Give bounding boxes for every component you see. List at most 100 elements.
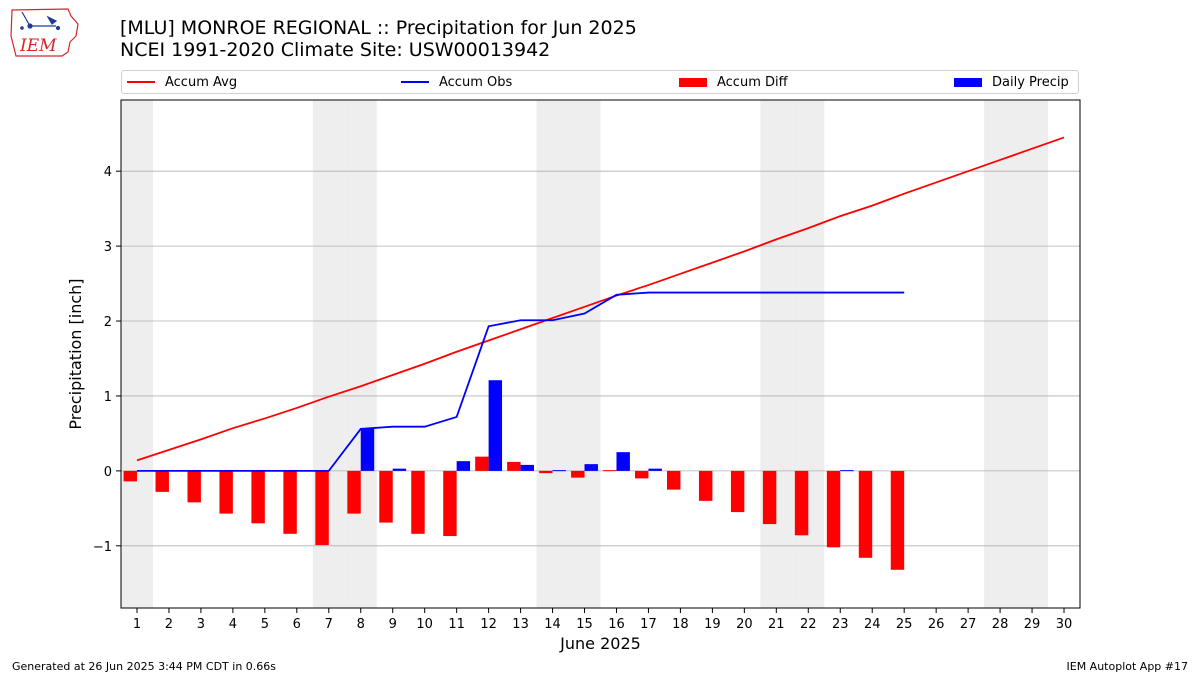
- xtick-label-14: 14: [544, 617, 561, 632]
- xtick-label-21: 21: [768, 617, 785, 632]
- xtick-label-15: 15: [576, 617, 593, 632]
- ytick-label--1: −1: [93, 540, 112, 555]
- bar-accum-diff-day-8: [347, 470, 361, 514]
- iem-logo-text: IEM: [19, 36, 57, 56]
- weekend-shade-day-29: [1016, 100, 1049, 608]
- xtick-label-11: 11: [448, 617, 465, 632]
- ytick-label-0: 0: [104, 465, 112, 480]
- bar-daily-precip-day-9: [392, 468, 407, 471]
- xtick-label-9: 9: [389, 617, 397, 632]
- xtick-label-30: 30: [1056, 617, 1073, 632]
- legend-entry-accum-diff: Accum Diff: [679, 71, 788, 93]
- bar-accum-diff-day-11: [443, 470, 457, 537]
- bar-accum-diff-day-15: [571, 470, 585, 478]
- bar-accum-diff-day-17: [635, 470, 649, 479]
- bar-accum-diff-day-21: [762, 470, 777, 525]
- xtick-label-12: 12: [480, 617, 497, 632]
- weekend-shade-day-8: [344, 100, 377, 608]
- line-accum-obs: [136, 291, 905, 472]
- ytick-label-1: 1: [104, 390, 112, 405]
- bar-daily-precip-day-17: [648, 468, 662, 471]
- xtick-label-29: 29: [1024, 617, 1041, 632]
- xtick-label-10: 10: [416, 617, 433, 632]
- y-axis-label: Precipitation [inch]: [66, 278, 85, 429]
- xtick-label-8: 8: [357, 617, 365, 632]
- ytick-label-2: 2: [104, 315, 112, 330]
- weekend-shade-day-21: [760, 100, 793, 608]
- ytick-label-4: 4: [104, 165, 112, 180]
- xtick-label-25: 25: [896, 617, 913, 632]
- xtick-label-26: 26: [928, 617, 945, 632]
- bar-accum-diff-day-4: [219, 470, 233, 514]
- xtick-label-23: 23: [832, 617, 849, 632]
- bar-accum-diff-day-9: [379, 470, 393, 523]
- chart-legend: Accum Avg Accum Obs Accum Diff Daily Pre…: [121, 70, 1079, 94]
- xtick-label-20: 20: [736, 617, 753, 632]
- chart-title-line1: [MLU] MONROE REGIONAL :: Precipitation f…: [120, 17, 637, 39]
- legend-swatch-daily-precip: [954, 77, 982, 87]
- legend-label-accum-obs: Accum Obs: [439, 74, 513, 90]
- bar-daily-precip-day-12: [488, 380, 503, 471]
- weekend-shade-day-1: [121, 100, 153, 608]
- bar-accum-diff-day-7: [315, 470, 329, 546]
- legend-swatch-accum-avg: [127, 81, 155, 83]
- chart-title: [MLU] MONROE REGIONAL :: Precipitation f…: [120, 17, 637, 61]
- bar-accum-diff-day-25: [890, 470, 905, 570]
- xtick-label-19: 19: [704, 617, 721, 632]
- legend-entry-accum-obs: Accum Obs: [401, 71, 512, 93]
- bar-accum-diff-day-23: [826, 470, 841, 548]
- bar-accum-diff-day-14: [539, 470, 553, 474]
- bar-accum-diff-day-13: [507, 461, 521, 471]
- x-axis-label: June 2025: [559, 634, 641, 653]
- plot-frame: [120, 99, 1081, 609]
- bar-accum-diff-day-12: [475, 456, 489, 471]
- xtick-label-18: 18: [672, 617, 689, 632]
- xtick-label-17: 17: [640, 617, 657, 632]
- footer-app-text: IEM Autoplot App #17: [1066, 660, 1189, 673]
- xtick-label-22: 22: [800, 617, 817, 632]
- chart-title-line2: NCEI 1991-2020 Climate Site: USW00013942: [120, 39, 551, 61]
- weekend-shade-day-28: [984, 100, 1017, 608]
- ytick-label-3: 3: [104, 240, 112, 255]
- legend-label-accum-avg: Accum Avg: [165, 74, 238, 90]
- legend-entry-accum-avg: Accum Avg: [127, 71, 237, 93]
- legend-swatch-accum-obs: [401, 81, 429, 83]
- weekend-shade-day-14: [536, 100, 569, 608]
- bar-accum-diff-day-6: [283, 470, 297, 534]
- bar-accum-diff-day-16: [603, 470, 617, 472]
- xtick-label-24: 24: [864, 617, 881, 632]
- bar-daily-precip-day-8: [360, 428, 375, 471]
- xtick-label-7: 7: [325, 617, 333, 632]
- weather-icon: [20, 11, 61, 31]
- xtick-label-28: 28: [992, 617, 1009, 632]
- legend-label-daily-precip: Daily Precip: [992, 74, 1069, 90]
- xtick-label-5: 5: [261, 617, 269, 632]
- xtick-label-27: 27: [960, 617, 977, 632]
- bar-daily-precip-day-14: [552, 470, 566, 472]
- iowa-outline-shape: [10, 8, 79, 57]
- bar-accum-diff-day-3: [187, 470, 201, 503]
- bar-daily-precip-day-11: [456, 461, 471, 471]
- xtick-label-1: 1: [133, 617, 141, 632]
- xtick-label-3: 3: [197, 617, 205, 632]
- xtick-label-4: 4: [229, 617, 237, 632]
- bar-accum-diff-day-5: [251, 470, 265, 524]
- bar-accum-diff-day-20: [730, 470, 745, 513]
- legend-entry-daily-precip: Daily Precip: [954, 71, 1069, 93]
- footer-generated-text: Generated at 26 Jun 2025 3:44 PM CDT in …: [12, 660, 277, 673]
- xtick-label-13: 13: [512, 617, 529, 632]
- line-accum-avg: [136, 136, 1065, 462]
- bar-daily-precip-day-23: [840, 470, 854, 472]
- xtick-label-2: 2: [165, 617, 173, 632]
- legend-swatch-accum-diff: [679, 77, 707, 87]
- bar-accum-diff-day-1: [123, 470, 137, 482]
- bar-accum-diff-day-10: [411, 470, 425, 534]
- bar-daily-precip-day-16: [616, 452, 630, 471]
- xtick-label-16: 16: [608, 617, 625, 632]
- bar-accum-diff-day-24: [858, 470, 873, 558]
- iem-logo: IEM: [10, 8, 79, 57]
- bar-daily-precip-day-13: [520, 464, 535, 471]
- xtick-label-6: 6: [293, 617, 301, 632]
- bar-accum-diff-day-22: [794, 470, 809, 536]
